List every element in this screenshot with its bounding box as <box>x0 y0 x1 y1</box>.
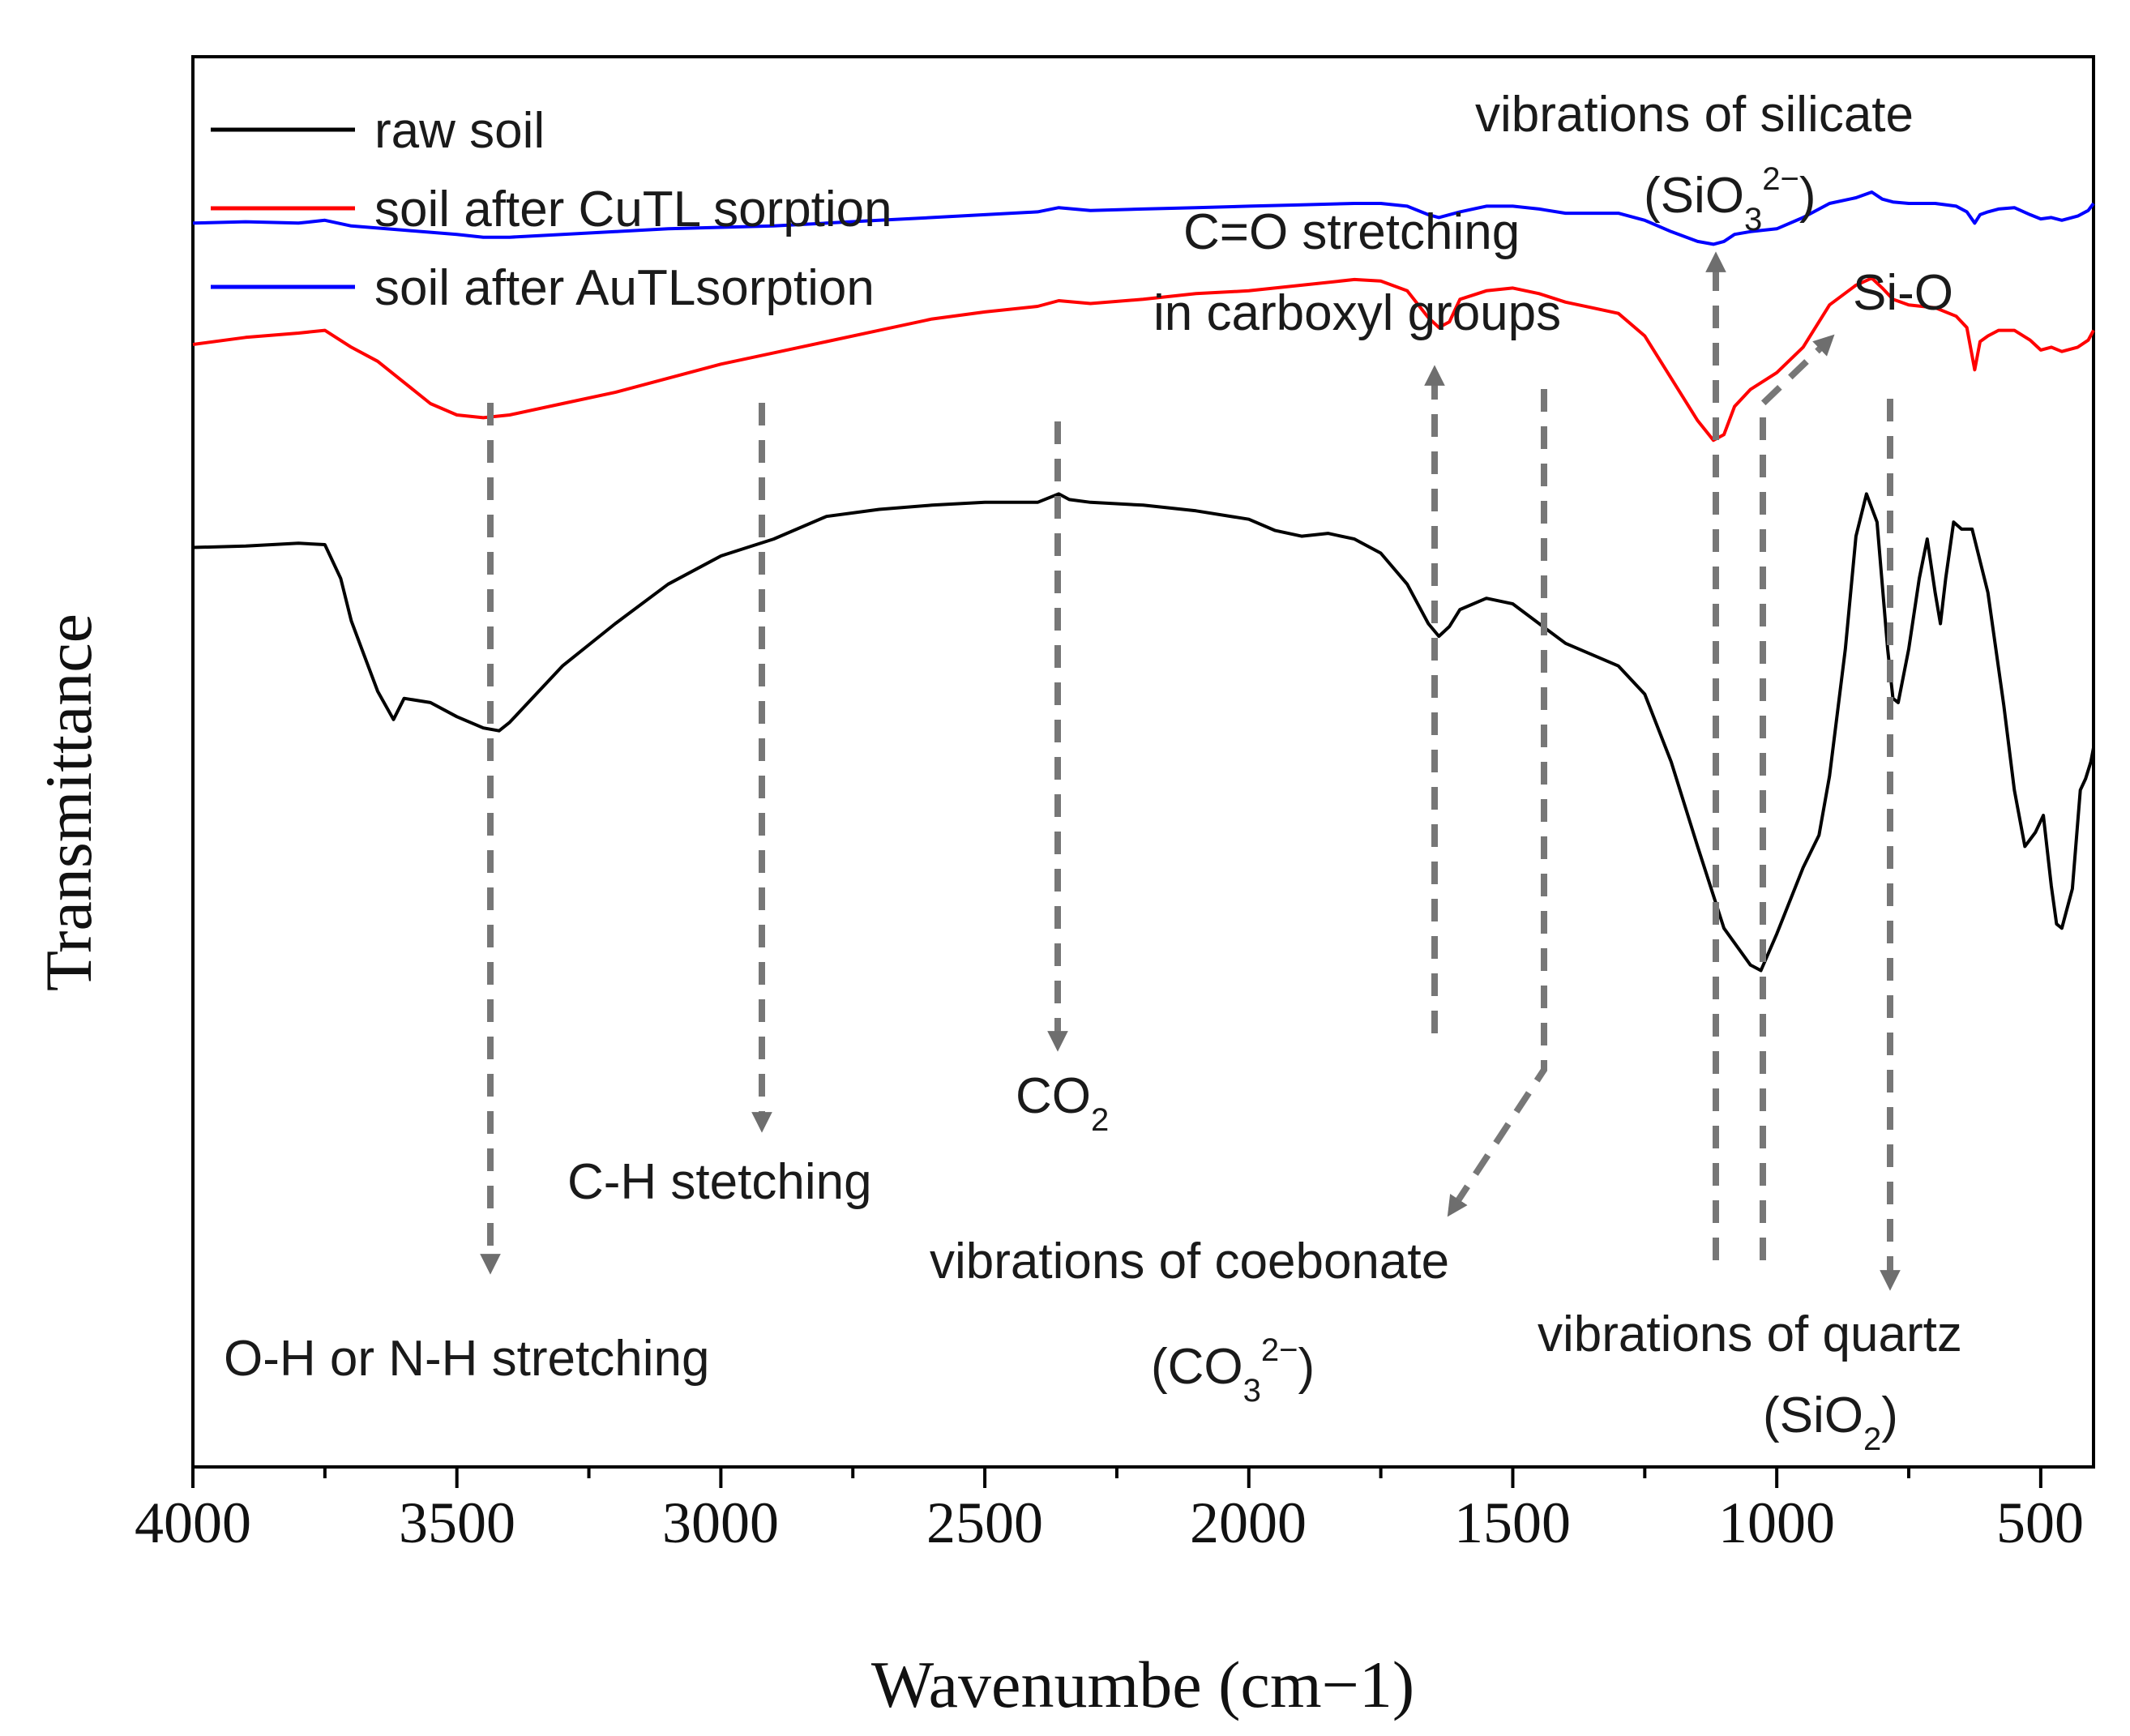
series-lines <box>192 190 2095 973</box>
plot-frame <box>191 55 2095 1469</box>
label-quartz-line1: vibrations of quartz <box>1538 1306 1962 1362</box>
arrow-carbonate <box>1447 389 1547 1217</box>
x-tick-label: 1500 <box>1454 1490 1571 1555</box>
label-oh-stretching: O-H or N-H stretching <box>224 1331 709 1387</box>
x-axis-tick-labels: 4000 3500 3000 2500 2000 1500 1000 500 <box>135 1490 2084 1555</box>
label-quartz-formula: (SiO2) <box>1763 1388 1898 1457</box>
label-ch-stretching: C-H stetching <box>567 1154 872 1210</box>
label-co2: CO2 <box>1016 1068 1109 1138</box>
x-axis-title: Wavenumbe (cm−1) <box>871 1648 1414 1721</box>
y-axis-title: Transmittance <box>32 614 105 991</box>
label-co-stretching-line2: in carboxyl groups <box>1153 285 1561 341</box>
x-tick-label: 500 <box>1996 1490 2084 1555</box>
x-tick-label: 2500 <box>926 1490 1043 1555</box>
label-si-o: Si-O <box>1853 265 1953 321</box>
label-carbonate-line1: vibrations of coebonate <box>930 1234 1449 1289</box>
arrow-sio <box>1760 334 1835 1260</box>
legend-label-raw-soil: raw soil <box>374 103 545 159</box>
label-silicate-line1: vibrations of silicate <box>1475 87 1914 143</box>
label-carbonate-formula: (CO32−) <box>1151 1332 1315 1409</box>
annotation-labels: O-H or N-H stretching C-H stetching CO2 … <box>224 87 1962 1457</box>
series-line-raw-soil <box>192 492 2095 973</box>
x-tick-label: 4000 <box>135 1490 251 1555</box>
series-line-cutl <box>192 276 2095 443</box>
label-co-stretching-line1: C=O stretching <box>1183 204 1520 260</box>
x-tick-label: 3000 <box>662 1490 779 1555</box>
legend-label-autl: soil after AuTLsorption <box>374 260 875 316</box>
series-line-autl <box>192 190 2095 246</box>
annotation-arrows <box>480 251 1901 1291</box>
legend: raw soil soil after CuTL sorption soil a… <box>211 103 892 316</box>
x-axis-ticks <box>191 1467 2042 1488</box>
legend-label-cutl: soil after CuTL sorption <box>374 182 892 237</box>
x-tick-label: 2000 <box>1190 1490 1307 1555</box>
x-tick-label: 3500 <box>399 1490 515 1555</box>
x-tick-label: 1000 <box>1718 1490 1835 1555</box>
label-silicate-formula: (SiO32−) <box>1644 161 1816 237</box>
